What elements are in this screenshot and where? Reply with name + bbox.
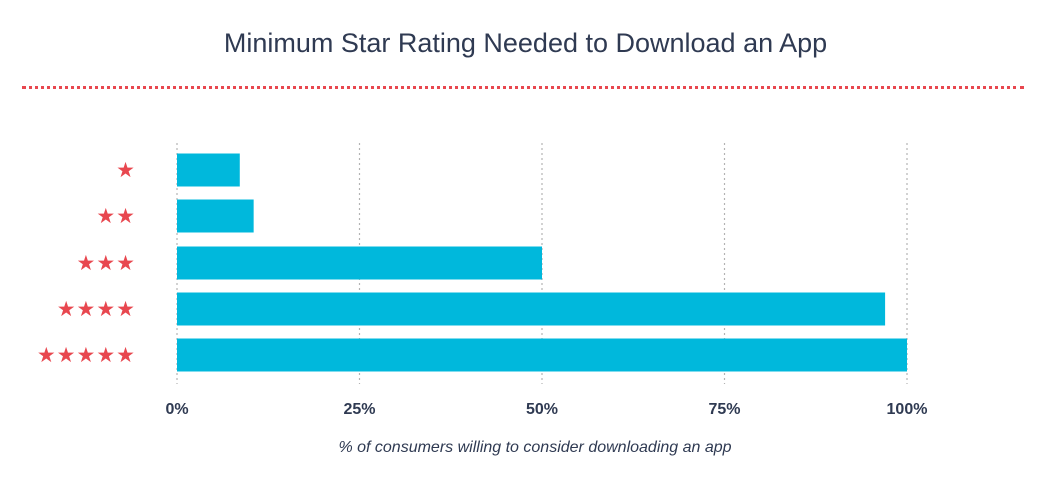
x-axis-label: % of consumers willing to consider downl… xyxy=(338,439,732,456)
x-tick-label: 75% xyxy=(708,401,740,418)
bars xyxy=(177,153,907,372)
bar-3-star xyxy=(177,246,542,280)
category-label-5-star: ★★★★★ xyxy=(37,343,136,367)
x-tick-labels: 0% 25% 50% 75% 100% xyxy=(165,401,927,418)
bar-5-star xyxy=(177,338,907,372)
category-labels: ★★★★★★★★★★★★★★★ xyxy=(37,158,136,367)
category-label-4-star: ★★★★ xyxy=(57,297,136,321)
bar-2-star xyxy=(177,199,254,233)
bar-1-star xyxy=(177,153,240,187)
x-tick-label: 50% xyxy=(526,401,558,418)
category-label-1-star: ★ xyxy=(116,158,136,182)
x-tick-label: 25% xyxy=(343,401,375,418)
x-tick-label: 0% xyxy=(165,401,188,418)
title-divider xyxy=(22,86,1024,89)
bar-4-star xyxy=(177,292,886,326)
chart-title: Minimum Star Rating Needed to Download a… xyxy=(223,28,828,58)
category-label-3-star: ★★★ xyxy=(77,251,136,275)
x-tick-label: 100% xyxy=(887,401,928,418)
category-label-2-star: ★★ xyxy=(96,204,136,228)
